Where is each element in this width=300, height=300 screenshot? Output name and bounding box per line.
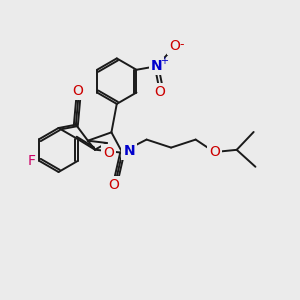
Text: +: + [160, 56, 168, 66]
Text: F: F [28, 154, 35, 168]
Text: O: O [155, 85, 166, 99]
Text: O: O [73, 84, 84, 98]
Text: O: O [169, 39, 180, 53]
Text: O: O [103, 146, 114, 160]
Text: -: - [180, 38, 184, 51]
Text: N: N [151, 59, 162, 73]
Text: O: O [209, 145, 220, 159]
Text: N: N [123, 144, 135, 158]
Text: O: O [108, 178, 119, 192]
